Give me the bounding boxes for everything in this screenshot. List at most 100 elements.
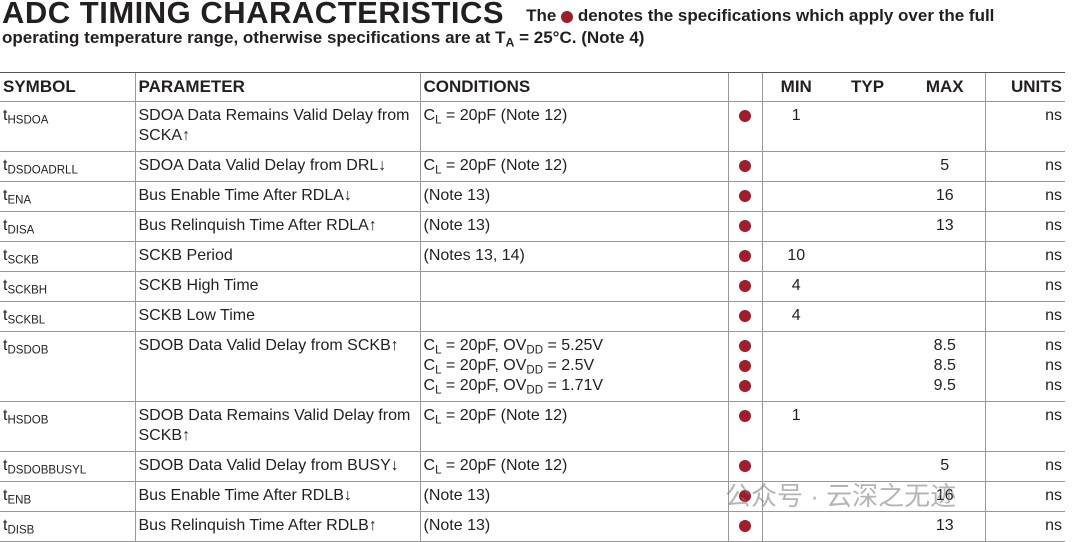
max-value: 13 — [935, 217, 954, 234]
condition-sub: DD — [526, 344, 544, 357]
symbol-sub: SCKBH — [7, 284, 48, 297]
max-cell: 5 — [905, 151, 985, 182]
parameter-cell: Bus Relinquish Time After RDLB↑ — [134, 511, 420, 542]
max-cell: 16 — [905, 181, 985, 212]
symbol-cell: tDISB — [0, 511, 135, 542]
symbol: t — [3, 337, 8, 354]
min-cell: 10 — [761, 241, 830, 272]
symbol: t — [3, 107, 8, 124]
typ-cell — [830, 151, 905, 182]
symbol: t — [3, 457, 8, 474]
symbol-cell: tHSDOB — [0, 401, 135, 452]
condition-line: CL = 20pF (Note 12) — [424, 406, 725, 426]
symbol: t — [3, 157, 8, 174]
max-line: 8.5 — [908, 356, 982, 376]
condition-text: C — [423, 337, 436, 354]
condition-sub: L — [435, 464, 442, 477]
max-line: 5 — [908, 456, 982, 476]
parameter: SDOA Data Remains Valid Delay from SCKA↑ — [138, 107, 410, 144]
max-value: 5 — [940, 157, 950, 174]
header-row: SYMBOL PARAMETER CONDITIONS MIN TYP MAX UNITS — [0, 72, 1065, 102]
min-cell — [761, 451, 830, 482]
min-cell: 1 — [761, 101, 830, 152]
max-value: 16 — [935, 487, 954, 504]
bullet — [739, 309, 751, 322]
condition-text: = 2.5V — [543, 357, 595, 374]
min-line — [766, 216, 828, 236]
parameter: SDOB Data Valid Delay from BUSY↓ — [138, 457, 399, 474]
units-line: ns — [989, 216, 1062, 236]
units-cell: ns — [984, 151, 1065, 182]
max-value: 8.5 — [933, 357, 956, 374]
row: tENA Bus Enable Time After RDLA↓ (Note 13)… — [0, 181, 1065, 212]
units: ns — [1045, 337, 1062, 354]
condition-text: C — [423, 357, 436, 374]
symbol-sub: DISB — [7, 524, 35, 537]
typ-line — [833, 186, 902, 206]
min-value: 10 — [787, 247, 806, 264]
max-line: 9.5 — [908, 376, 982, 396]
typ-line — [833, 216, 902, 236]
condition-text: C — [423, 107, 436, 124]
max-cell — [905, 241, 985, 272]
parameter: SDOA Data Valid Delay from DRL↓ — [138, 157, 387, 174]
units: ns — [1045, 517, 1062, 534]
typ-line — [833, 246, 902, 266]
bullet — [561, 10, 574, 23]
parameter-cell: SCKB Period — [134, 241, 420, 272]
parameter-cell: SDOA Data Remains Valid Delay from SCKA↑ — [134, 101, 420, 152]
title: ADC TIMING CHARACTERISTICS — [2, 0, 505, 30]
condition-line: CL = 20pF, OVDD = 1.71V — [424, 376, 725, 396]
parameter-cell: SCKB High Time — [134, 271, 420, 302]
min-line — [766, 516, 828, 536]
min-value: 4 — [791, 277, 801, 294]
max-cell: 5 — [905, 451, 985, 482]
max-line — [908, 106, 982, 126]
bullet-cell — [727, 271, 762, 302]
bullet-line — [732, 156, 759, 176]
units-cell: ns — [984, 301, 1065, 332]
units-cell: ns — [984, 401, 1065, 452]
units-line: ns — [989, 186, 1062, 206]
units: ns — [1045, 457, 1062, 474]
max-value: 8.5 — [933, 337, 956, 354]
bullet — [739, 189, 751, 202]
symbol-cell: tDISA — [0, 211, 135, 242]
units: ns — [1045, 187, 1062, 204]
units-line: ns — [989, 516, 1062, 536]
column-header: PARAMETER — [134, 72, 420, 102]
units-cell: ns — [984, 511, 1065, 542]
parameter-cell: SDOB Data Valid Delay from SCKB↑ — [134, 331, 420, 402]
min-value: 1 — [791, 107, 801, 124]
bullet-cell — [727, 401, 762, 452]
condition-text: C — [423, 157, 436, 174]
bullet-cell — [727, 101, 762, 152]
condition-sub: L — [435, 414, 442, 427]
bullet-line — [732, 376, 759, 396]
condition-text: = 20pF, OV — [441, 357, 527, 374]
row: tDSDOADRLL SDOA Data Valid Delay from DRL… — [0, 151, 1065, 182]
conditions-cell: (Note 13) — [419, 481, 728, 512]
units-line: ns — [989, 376, 1062, 396]
bullet — [739, 409, 751, 422]
parameter-cell: Bus Enable Time After RDLA↓ — [134, 181, 420, 212]
symbol-cell: tHSDOA — [0, 101, 135, 152]
typ-line — [833, 376, 902, 396]
max-value: 5 — [940, 457, 950, 474]
units-cell: ns ns ns — [984, 331, 1065, 402]
bullet-line — [732, 276, 759, 296]
units-cell: ns — [984, 481, 1065, 512]
parameter: SCKB Period — [138, 247, 233, 264]
max-cell: 16 — [905, 481, 985, 512]
symbol-sub: HSDOB — [7, 414, 49, 427]
note-text: The — [526, 6, 557, 25]
symbol-sub: ENB — [7, 494, 32, 507]
column-header: UNITS — [984, 72, 1065, 102]
parameter: Bus Enable Time After RDLB↓ — [138, 487, 352, 504]
condition-text: = 20pF, OV — [441, 377, 527, 394]
bullet-cell — [727, 211, 762, 242]
typ-cell — [830, 181, 905, 212]
units-line: ns — [989, 306, 1062, 326]
max-line — [908, 306, 982, 326]
typ-cell — [830, 451, 905, 482]
